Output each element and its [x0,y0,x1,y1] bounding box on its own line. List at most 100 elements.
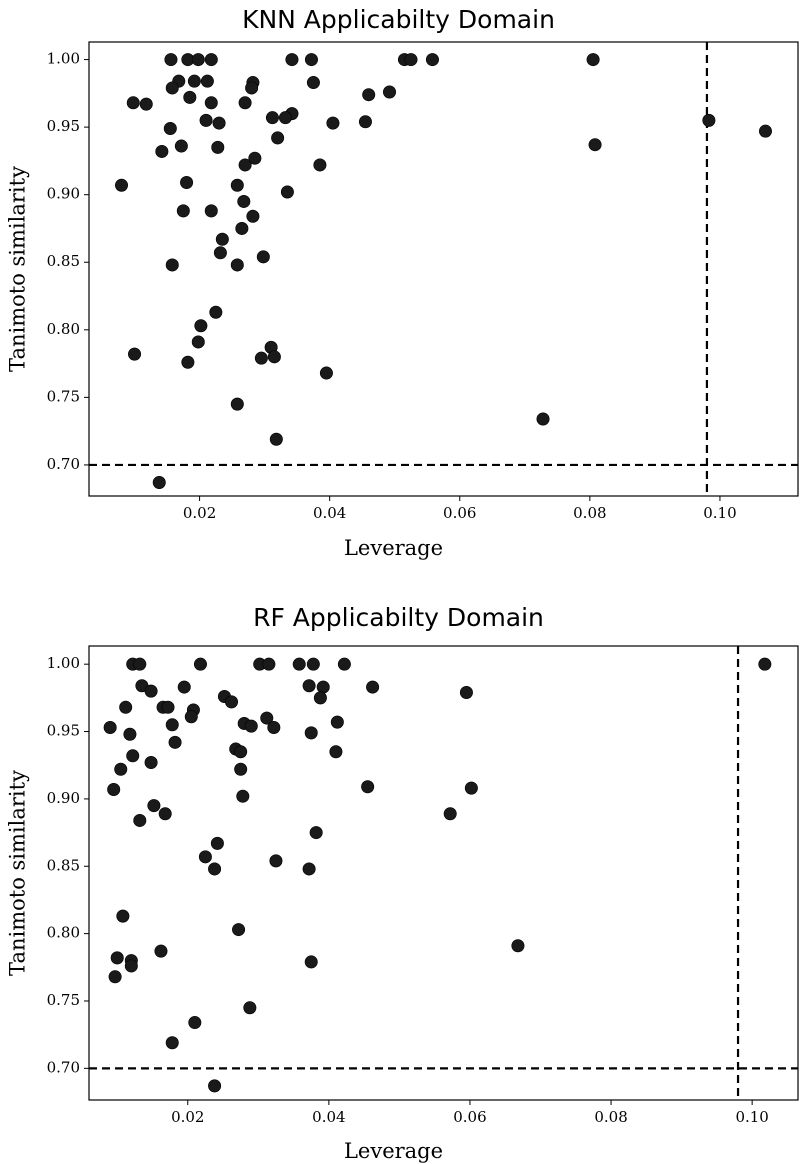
knn-data-point [200,74,214,88]
knn-data-point [267,350,281,364]
knn-data-point [164,53,178,67]
rf-data-point [110,951,124,965]
rf-data-point [133,813,147,827]
knn-y-tick-label: 0.85 [47,252,80,270]
knn-data-point [174,139,188,153]
knn-y-tick-label: 0.95 [47,117,80,135]
rf-data-point [329,745,343,759]
knn-data-point [163,121,177,135]
knn-data-point [212,116,226,130]
knn-data-point [326,116,340,130]
rf-data-point [511,939,525,953]
knn-data-point [211,140,225,154]
knn-data-point [304,53,318,67]
knn-data-point [271,131,285,145]
rf-data-point [269,854,283,868]
rf-data-point [165,1036,179,1050]
rf-data-point [147,799,161,813]
rf-data-point [302,862,316,876]
rf-data-point [123,727,137,741]
knn-x-tick-label: 0.06 [443,504,476,522]
rf-y-tick-label: 0.95 [47,722,80,740]
rf-data-point [234,745,248,759]
knn-y-tick-label: 0.75 [47,387,80,405]
knn-data-point [586,53,600,67]
rf-y-tick-label: 0.80 [47,924,80,942]
knn-data-point [313,158,327,172]
rf-data-point [313,691,327,705]
knn-data-point [194,319,208,333]
knn-data-point [246,209,260,223]
knn-data-point [238,158,252,172]
knn-data-point [230,397,244,411]
knn-data-point [204,204,218,218]
rf-data-point [262,657,276,671]
knn-data-point [280,185,294,199]
rf-chart-title: RF Applicabilty Domain [253,603,544,632]
knn-data-point [176,204,190,218]
rf-data-point [144,684,158,698]
rf-y-tick-label: 0.85 [47,856,80,874]
rf-data-point [168,735,182,749]
knn-data-point [425,53,439,67]
rf-data-point [330,715,344,729]
knn-data-point [362,88,376,102]
rf-data-point [161,700,175,714]
knn-data-point [187,74,201,88]
rf-y-tick-label: 1.00 [47,654,80,672]
knn-data-point [199,113,213,127]
knn-data-point [269,432,283,446]
knn-data-point [254,351,268,365]
knn-data-point [139,97,153,111]
rf-data-point [154,944,168,958]
rf-data-point [758,657,772,671]
rf-data-point [292,657,306,671]
knn-data-point [181,355,195,369]
knn-data-point [128,347,142,361]
rf-data-point [119,700,133,714]
knn-data-point [126,96,140,110]
knn-data-point [180,176,194,190]
knn-data-point [155,144,169,158]
rf-data-point [116,909,130,923]
knn-data-point [306,76,320,90]
rf-y-axis-label: Tanimoto similarity [6,770,30,976]
knn-data-point [404,53,418,67]
knn-data-point [588,138,602,152]
rf-data-point [459,685,473,699]
rf-data-point [108,970,122,984]
knn-x-tick-label: 0.04 [313,504,346,522]
knn-data-point [278,111,292,125]
knn-data-point [245,81,259,95]
knn-data-point [209,305,223,319]
knn-y-tick-label: 1.00 [47,50,80,68]
rf-data-point [304,955,318,969]
rf-data-point [188,1016,202,1030]
rf-x-tick-label: 0.04 [312,1108,345,1126]
knn-data-point [702,113,716,127]
knn-chart-title: KNN Applicabilty Domain [242,5,555,34]
rf-data-point [366,680,380,694]
rf-data-point [236,789,250,803]
knn-data-point [165,81,179,95]
knn-data-point [536,412,550,426]
rf-data-point [177,680,191,694]
rf-data-point [304,726,318,740]
rf-data-point [208,862,222,876]
rf-data-point [144,756,158,770]
knn-scatter-panel: KNN Applicabilty Domain 0.02 0.04 0.06 0.08 0… [6,5,799,560]
knn-data-point [183,90,197,104]
knn-data-point [319,366,333,380]
knn-data-point [230,178,244,192]
knn-x-tick-label: 0.02 [183,504,216,522]
knn-data-point [235,221,249,235]
rf-data-point [208,1079,222,1093]
rf-data-point [114,762,128,776]
rf-data-point [158,807,172,821]
rf-y-tick-label: 0.70 [47,1058,80,1076]
knn-data-point [165,258,179,272]
knn-data-point [215,232,229,246]
knn-data-point [758,124,772,138]
rf-data-point [309,826,323,840]
